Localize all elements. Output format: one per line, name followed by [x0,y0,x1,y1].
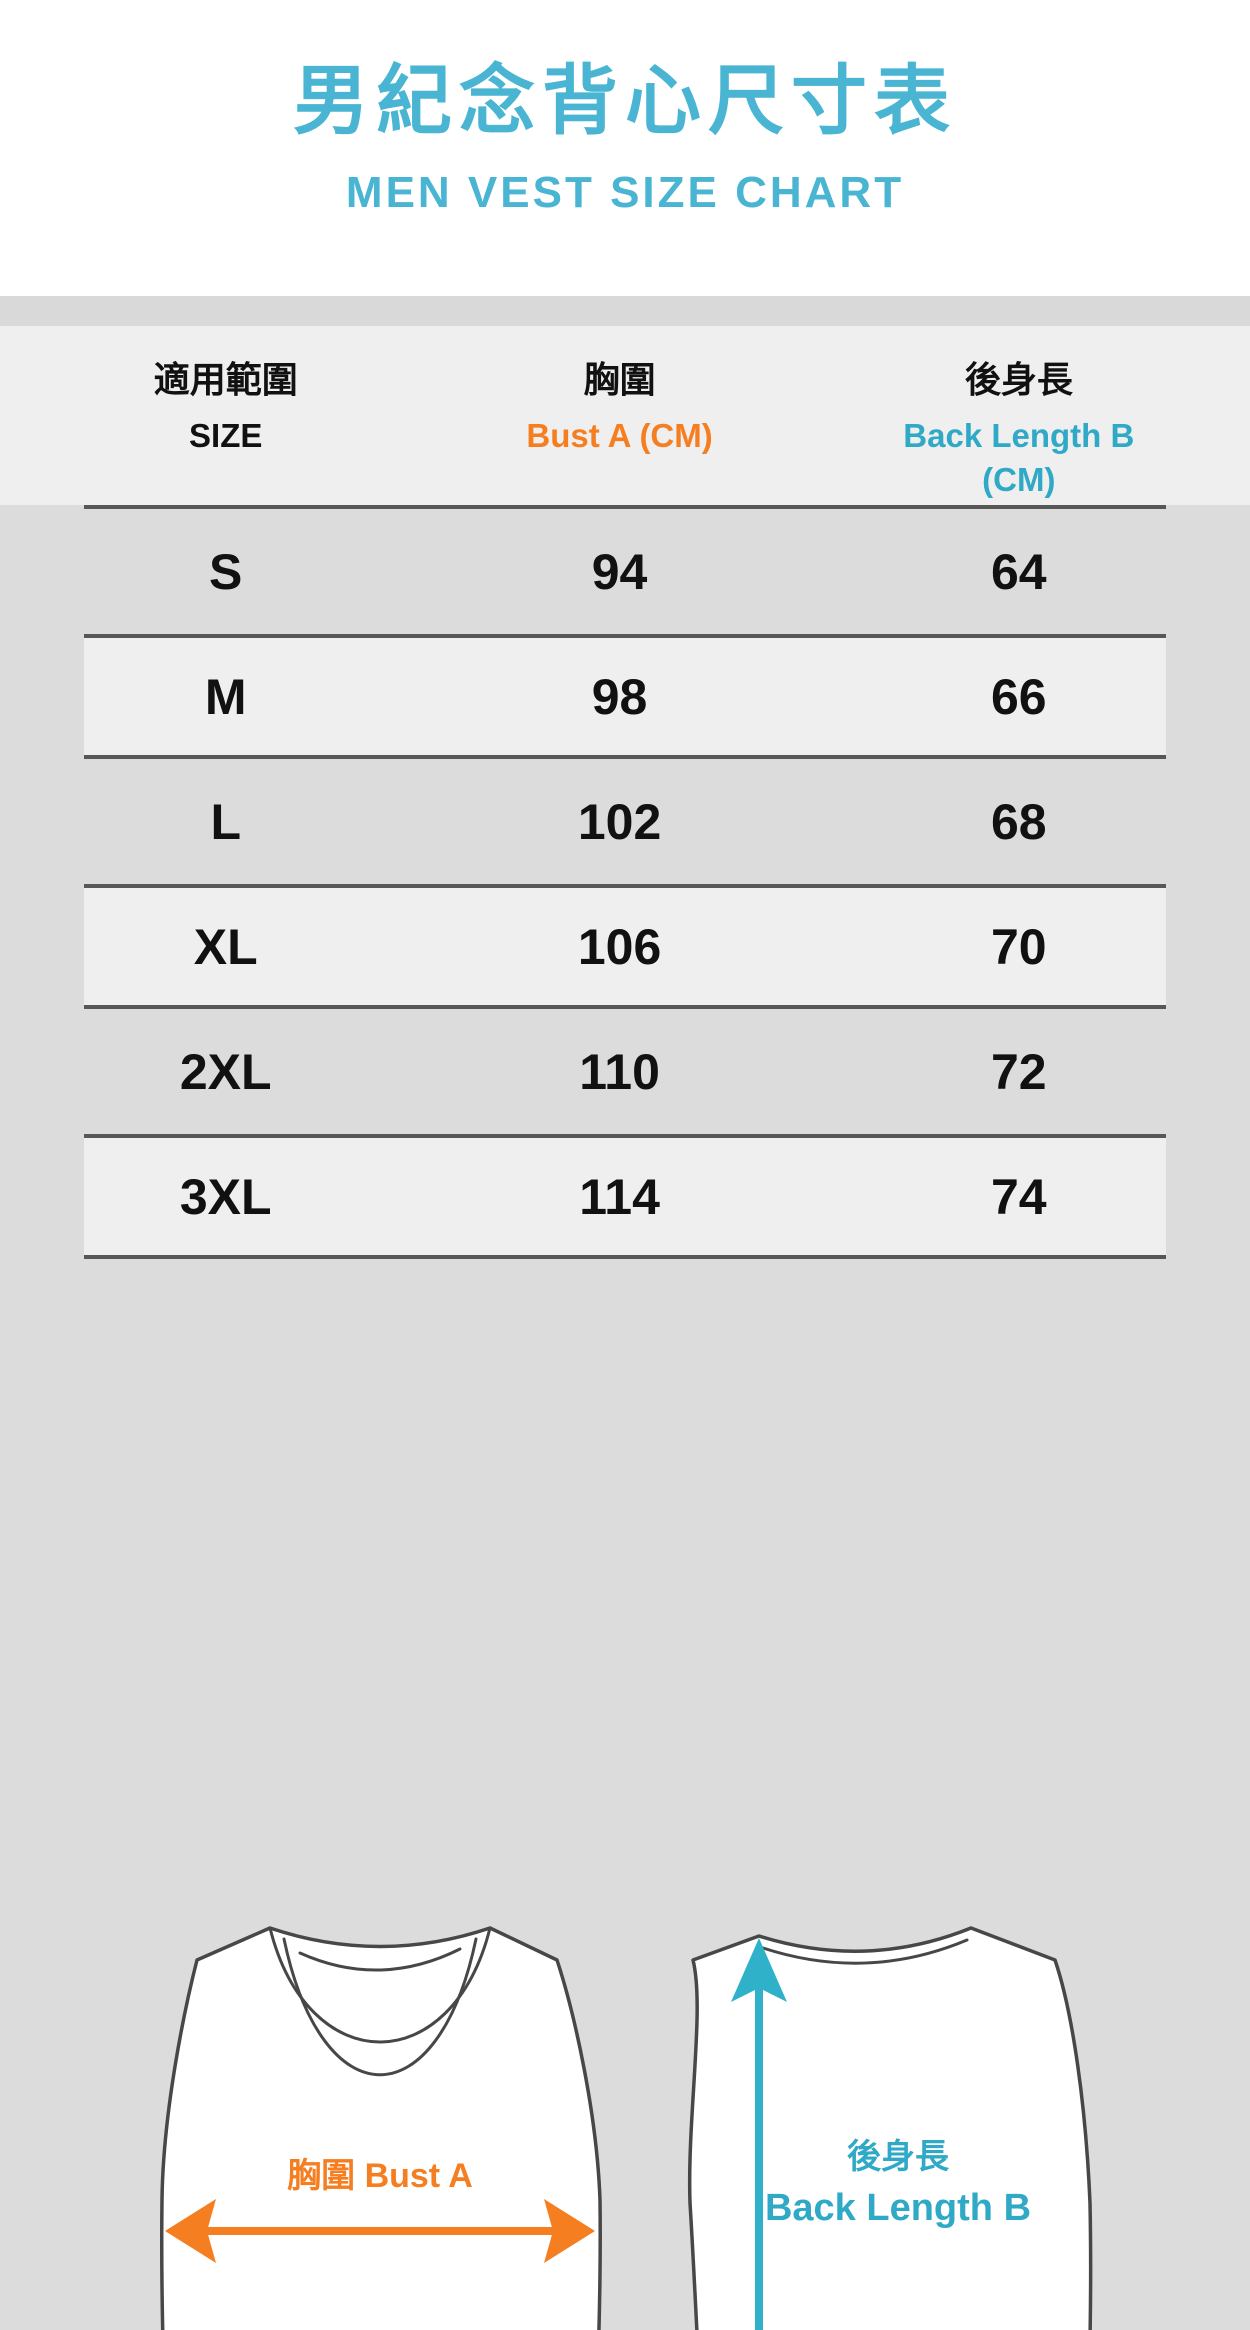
bust-cell: 114 [579,1168,660,1225]
header-col-size: 適用範圍 SIZE [84,358,367,505]
table-row-2xl: 2XL 110 72 [84,1009,1166,1134]
vest-back-outline [687,1926,1093,2330]
bust-cell: 106 [577,918,662,975]
back-length-arrow-top-head [731,1938,787,2002]
vest-back-figure: 後身長 Back Length B [687,1926,1093,2330]
bust-cell: 102 [577,793,662,850]
table-header: 適用範圍 SIZE 胸圍 Bust A (CM) 後身長 Back Length… [0,326,1250,505]
table-row-3xl: 3XL 114 74 [84,1134,1166,1259]
header-back-zh: 後身長 [964,359,1073,400]
table-row-xl: XL 106 70 [84,884,1166,1009]
page-title: 男紀念背心尺寸表 [293,59,957,144]
header-size-zh: 適用範圍 [153,359,298,400]
header-size-en: SIZE [189,417,263,454]
table-header-row: 適用範圍 SIZE 胸圍 Bust A (CM) 後身長 Back Length… [84,326,1166,505]
table-row-s: S 94 64 [84,509,1166,634]
header-col-bust: 胸圍 Bust A (CM) [367,358,871,505]
vest-front-figure: 胸圍 Bust A [159,1926,602,2330]
header-bust-en: Bust A (CM) [526,417,713,454]
size-cell: 2XL [179,1043,272,1100]
header-back-en: Back Length B (CM) [903,417,1135,498]
back-length-cell: 72 [991,1043,1047,1100]
bust-cell: 98 [591,668,648,725]
collar-back-seam-line [298,1947,462,1972]
collar-inner-line [282,1937,478,2076]
back-length-label-zh: 後身長 [847,2138,950,2176]
back-neckband-line [761,1938,969,1965]
bust-cell: 94 [591,543,648,600]
title-section: 男紀念背心尺寸表 MEN VEST SIZE CHART [0,0,1250,296]
table-and-figures-section: S 94 64 M 98 66 L 102 68 XL 106 70 2XL 1 [0,505,1250,2330]
back-length-cell: 64 [991,543,1047,600]
bust-cell: 110 [579,1043,660,1100]
table-row-l: L 102 68 [84,759,1166,884]
header-back-length-col: 後身長 Back Length B (CM) [872,358,1166,505]
size-cell: L [210,793,241,850]
bust-measure-label: 胸圍 Bust A [287,2157,473,2195]
bust-arrow-right-head [544,2199,595,2263]
divider-band [0,296,1250,326]
back-length-cell: 74 [991,1168,1047,1225]
size-cell: XL [193,918,258,975]
collar-outer-line [268,1926,492,2044]
page-subtitle: MEN VEST SIZE CHART [345,168,905,217]
back-length-label-en: Back Length B [765,2187,1031,2229]
bust-arrow-left-head [165,2199,216,2263]
header-bust-zh: 胸圍 [583,359,656,400]
back-length-cell: 66 [991,668,1047,725]
size-table: S 94 64 M 98 66 L 102 68 XL 106 70 2XL 1 [84,505,1166,1259]
table-row-m: M 98 66 [84,634,1166,759]
vest-front-outline [159,1926,602,2330]
size-cell: S [209,543,243,600]
back-length-cell: 70 [991,918,1047,975]
size-cell: M [204,668,247,725]
back-length-cell: 68 [991,793,1047,850]
size-cell: 3XL [179,1168,272,1225]
